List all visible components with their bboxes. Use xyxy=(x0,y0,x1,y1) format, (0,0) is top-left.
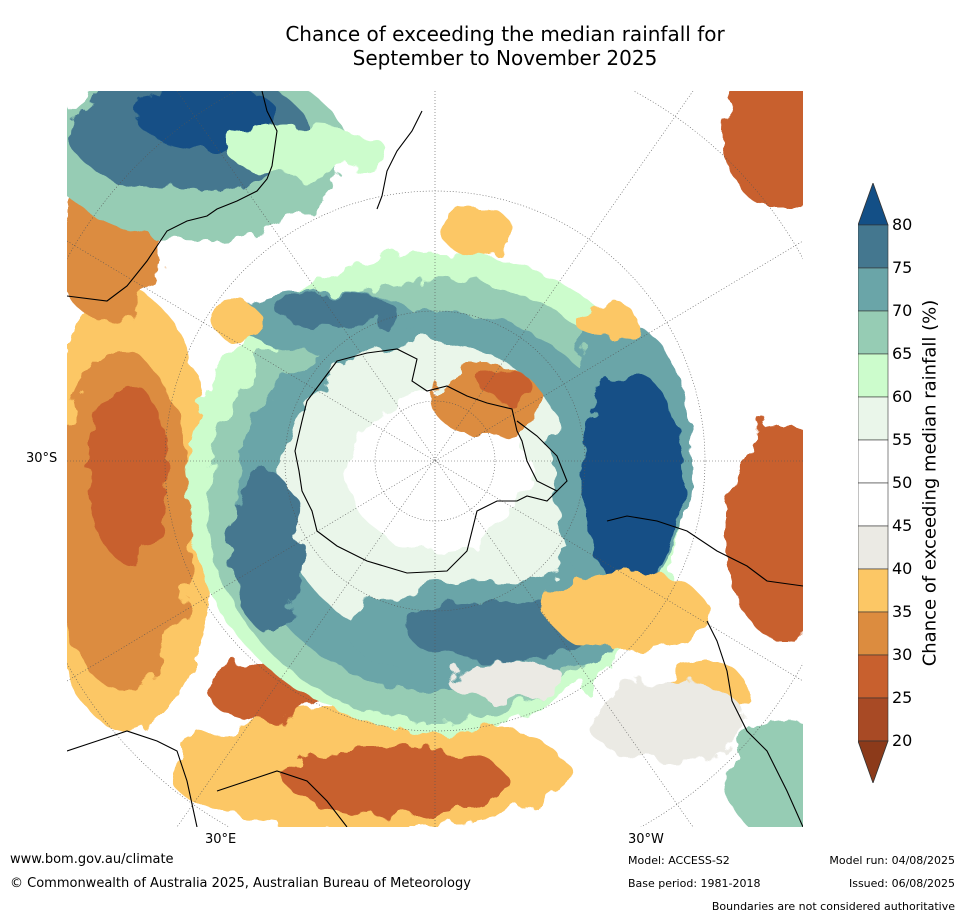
footer-issued: Issued: 06/08/2025 xyxy=(848,877,955,890)
dry-region-west-core xyxy=(87,381,167,561)
title-line-1: Chance of exceeding the median rainfall … xyxy=(285,22,725,46)
colorbar-tick-label: 65 xyxy=(892,344,913,363)
graticule xyxy=(67,91,803,827)
colorbar-extend-high xyxy=(858,183,889,226)
wet-patch-1 xyxy=(227,126,387,176)
colorbar-tick-label: 55 xyxy=(892,430,913,449)
colorbar-band xyxy=(858,439,889,484)
dry-region-south-core xyxy=(287,746,507,816)
colorbar-tick-label: 35 xyxy=(892,602,913,621)
colorbar-band xyxy=(858,654,889,699)
longitude-label-30w: 30°W xyxy=(628,832,664,847)
footer-model: Model: ACCESS-S2 xyxy=(628,854,730,867)
new-zealand-coastline xyxy=(376,110,423,210)
colorbar-tick-label: 25 xyxy=(892,688,913,707)
southern-africa-coastline xyxy=(216,770,348,827)
footer-model-run: Model run: 04/08/2025 xyxy=(829,854,955,867)
footer-website: www.bom.gov.au/climate xyxy=(10,852,174,867)
footer-copyright: © Commonwealth of Australia 2025, Austra… xyxy=(10,876,471,891)
rainfall-probability-map xyxy=(67,91,803,827)
longitude-label-30e: 30°E xyxy=(205,832,237,847)
neutral-patch-1 xyxy=(587,681,747,761)
colorbar-band xyxy=(858,697,889,742)
footer-disclaimer: Boundaries are not considered authoritat… xyxy=(711,900,955,913)
wet-region-northwest-core xyxy=(137,91,277,151)
colorbar-tick-label: 30 xyxy=(892,645,913,664)
south-america-south-coastline xyxy=(706,620,803,827)
map-title: Chance of exceeding the median rainfall … xyxy=(0,22,965,70)
colorbar-band xyxy=(858,224,889,269)
colorbar-band xyxy=(858,353,889,398)
antarctic-peninsula-coastline xyxy=(516,420,568,492)
colorbar-tick-label: 70 xyxy=(892,301,913,320)
south-america-coastline xyxy=(606,515,803,587)
colorbar-tick-label: 75 xyxy=(892,258,913,277)
dry-region-east xyxy=(727,421,803,641)
colorbar-band xyxy=(858,525,889,570)
title-line-2: September to November 2025 xyxy=(352,46,658,70)
wet-region-east xyxy=(582,371,682,591)
wet-region-west xyxy=(232,471,302,631)
wet-region-southeast xyxy=(727,721,803,827)
wet-region-west-north-core xyxy=(277,293,397,329)
antarctica-coastline xyxy=(294,348,558,574)
australia-coastline xyxy=(67,91,278,302)
dry-region-southeast xyxy=(547,571,707,651)
wet-region-south xyxy=(407,601,587,661)
dry-patch-3 xyxy=(212,303,262,339)
colorbar-tick-label: 45 xyxy=(892,516,913,535)
colorbar-band xyxy=(858,396,889,441)
colorbar-band xyxy=(858,310,889,355)
colorbar-tick-label: 80 xyxy=(892,215,913,234)
latitude-label-30s: 30°S xyxy=(26,451,58,466)
colorbar-band xyxy=(858,568,889,613)
colorbar-title-text: Chance of exceeding median rainfall (%) xyxy=(919,299,941,667)
colorbar-extend-low xyxy=(858,740,889,783)
dry-patch-2 xyxy=(577,301,637,341)
probability-shading xyxy=(67,91,803,827)
colorbar xyxy=(858,183,889,783)
colorbar-tick-label: 50 xyxy=(892,473,913,492)
colorbar-tick-label: 60 xyxy=(892,387,913,406)
colorbar-tick-label: 20 xyxy=(892,731,913,750)
dry-region-peninsula-core xyxy=(482,371,532,401)
colorbar-band xyxy=(858,611,889,656)
colorbar-tick-label: 40 xyxy=(892,559,913,578)
colorbar-band xyxy=(858,267,889,312)
colorbar-band xyxy=(858,482,889,527)
neutral-patch-2 xyxy=(447,661,567,701)
dry-patch-1 xyxy=(442,206,512,256)
coastlines xyxy=(67,91,803,827)
footer-base-period: Base period: 1981-2018 xyxy=(628,877,761,890)
africa-coastline xyxy=(67,730,198,827)
dry-region-northeast xyxy=(722,91,803,211)
